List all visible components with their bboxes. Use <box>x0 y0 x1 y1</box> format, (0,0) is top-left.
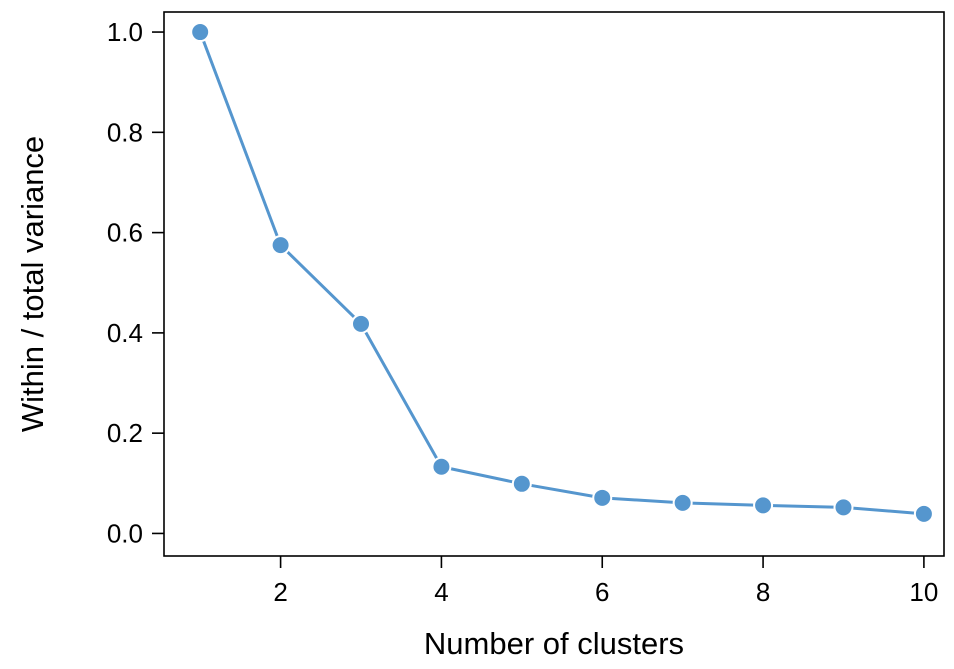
data-point <box>351 313 372 334</box>
x-axis: 2 4 6 8 10 <box>273 556 938 607</box>
y-tick-label: 0.0 <box>107 518 143 548</box>
data-point <box>592 487 613 508</box>
x-axis-title: Number of clusters <box>424 626 684 661</box>
series-layer <box>190 22 934 524</box>
x-tick-label: 6 <box>595 577 609 607</box>
series-line <box>198 31 925 516</box>
y-tick-label: 1.0 <box>107 17 143 47</box>
y-tick-label: 0.2 <box>107 418 143 448</box>
data-point <box>431 456 452 477</box>
y-tick-label: 0.6 <box>107 218 143 248</box>
y-tick-label: 0.8 <box>107 117 143 147</box>
x-tick-label: 2 <box>273 577 287 607</box>
data-point <box>753 495 774 516</box>
y-axis: 0.0 0.2 0.4 0.6 0.8 1.0 <box>107 17 164 548</box>
x-tick-label: 10 <box>909 577 938 607</box>
data-point <box>833 497 854 518</box>
data-point <box>672 492 693 513</box>
plot-frame <box>163 11 945 557</box>
y-axis-title: Within / total variance <box>15 136 50 432</box>
x-tick-label: 8 <box>756 577 770 607</box>
data-point <box>913 503 934 524</box>
data-point <box>270 235 291 256</box>
data-point <box>190 22 211 43</box>
x-tick-label: 4 <box>434 577 448 607</box>
data-point <box>511 473 532 494</box>
y-tick-label: 0.4 <box>107 318 143 348</box>
